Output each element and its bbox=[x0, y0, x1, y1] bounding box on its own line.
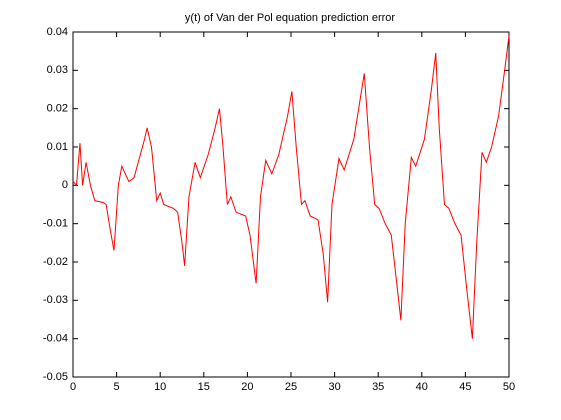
y-tick-label: 0.04 bbox=[47, 26, 68, 38]
y-tick-label: 0.03 bbox=[47, 64, 68, 76]
x-tick-label: 50 bbox=[503, 381, 515, 393]
x-tick-label: 5 bbox=[114, 381, 120, 393]
line bbox=[72, 35, 510, 339]
y-tick-label: -0.03 bbox=[43, 294, 68, 306]
y-tick-label: -0.02 bbox=[43, 256, 68, 268]
x-tick-label: 0 bbox=[70, 381, 76, 393]
y-tick-label: 0 bbox=[62, 179, 68, 191]
x-tick-label: 10 bbox=[154, 381, 166, 393]
x-tick-label: 25 bbox=[285, 381, 297, 393]
y-tick-label: -0.01 bbox=[43, 218, 68, 230]
x-tick-label: 40 bbox=[416, 381, 428, 393]
y-tick-label: -0.04 bbox=[43, 333, 68, 345]
x-tick-label: 45 bbox=[459, 381, 471, 393]
plot-area bbox=[72, 31, 510, 378]
y-tick-label: -0.05 bbox=[43, 371, 68, 383]
x-tick-label: 30 bbox=[328, 381, 340, 393]
x-tick-label: 20 bbox=[241, 381, 253, 393]
y-tick-label: 0.01 bbox=[47, 141, 68, 153]
x-tick-label: 35 bbox=[372, 381, 384, 393]
chart-title: y(t) of Van der Pol equation prediction … bbox=[185, 12, 395, 24]
y-tick-label: 0.02 bbox=[47, 103, 68, 115]
x-tick-label: 15 bbox=[198, 381, 210, 393]
